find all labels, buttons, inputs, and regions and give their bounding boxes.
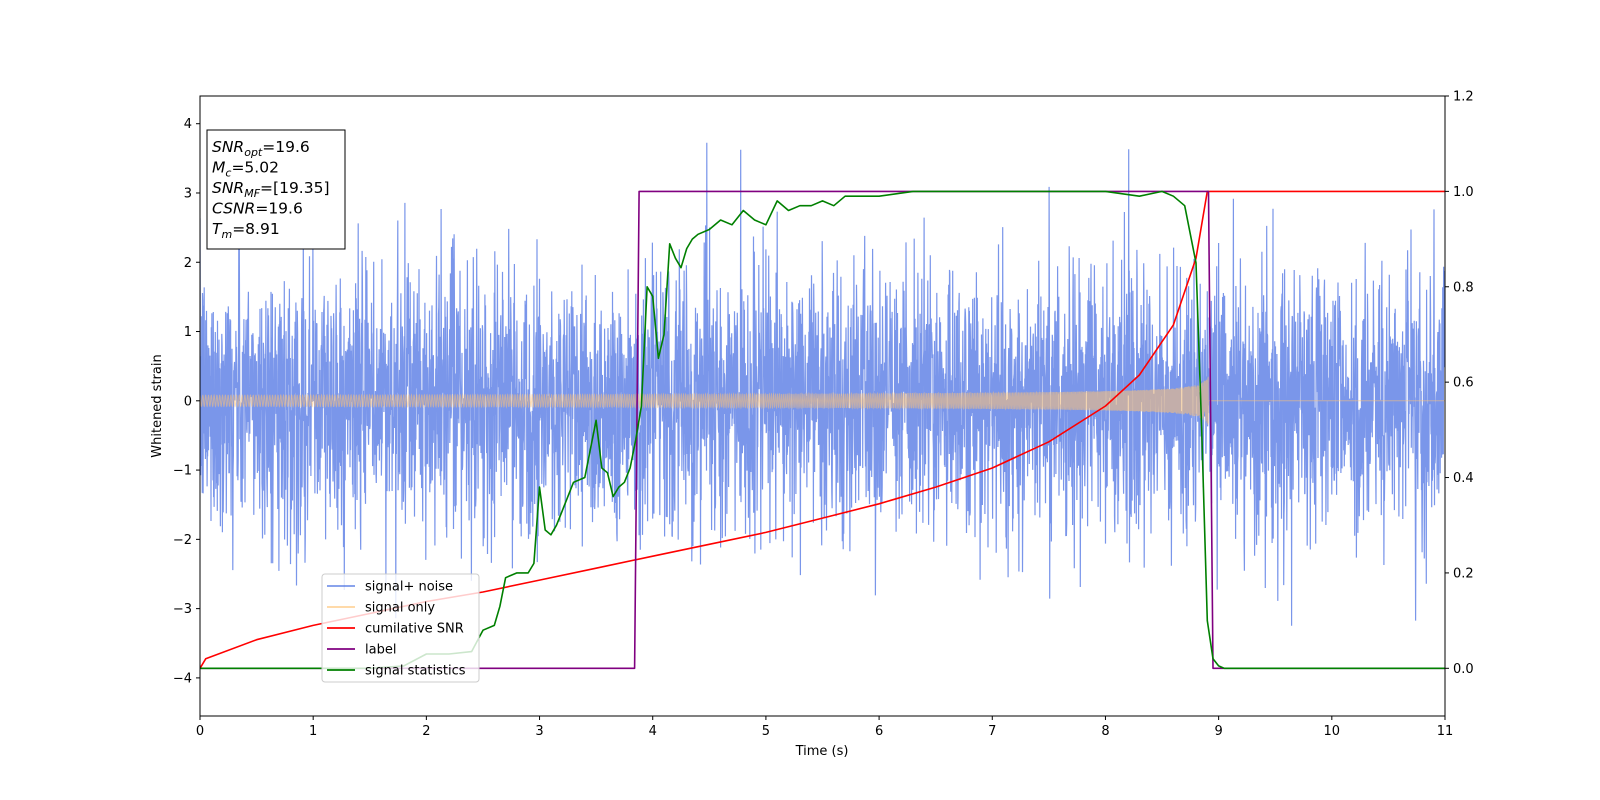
info-value: =19.6	[262, 138, 310, 156]
legend-label-signal-statistics: signal statistics	[365, 664, 466, 679]
legend-label-label: label	[365, 643, 396, 658]
info-symbol: SNR	[212, 179, 244, 197]
legend-label-signal-noise: signal+ noise	[365, 580, 453, 595]
y-axis-left: −4 −3 −2 −1 0 1 2 3 4	[173, 117, 200, 686]
x-tick-label: 8	[1101, 724, 1109, 739]
info-symbol: M	[212, 159, 225, 177]
info-value: =19.6	[255, 200, 303, 218]
x-tick-label: 2	[422, 724, 430, 739]
y-tick-label: −3	[173, 602, 192, 617]
x-tick-label: 9	[1214, 724, 1222, 739]
info-subscript: opt	[244, 146, 263, 159]
y2-tick-label: 0.2	[1453, 566, 1474, 581]
y-tick-label: 2	[184, 256, 192, 271]
info-symbol: SNR	[212, 138, 244, 156]
info-box-frame	[206, 129, 346, 250]
y-tick-label: −1	[173, 464, 192, 479]
x-tick-label: 1	[309, 724, 317, 739]
y2-tick-label: 0.4	[1453, 471, 1474, 486]
info-value: =[19.35]	[260, 179, 329, 197]
x-tick-label: 6	[875, 724, 883, 739]
y-axis-right: 0.0 0.2 0.4 0.6 0.8 1.0 1.2	[1445, 90, 1474, 677]
info-value: =8.91	[232, 220, 280, 238]
info-line: Mc=5.02	[212, 159, 279, 180]
y2-tick-label: 0.0	[1453, 662, 1474, 677]
legend-label-cumilative-snr: cumilative SNR	[365, 622, 464, 637]
x-tick-label: 5	[762, 724, 770, 739]
info-symbol: CSNR	[212, 200, 255, 218]
legend: signal+ noise signal only cumilative SNR la…	[321, 573, 480, 683]
plot-frame	[199, 95, 1446, 717]
info-subscript: c	[225, 167, 231, 180]
info-line: SNRopt=19.6	[212, 138, 310, 159]
y-tick-label: −4	[173, 671, 192, 686]
info-symbol: T	[212, 220, 223, 238]
y-tick-label: −2	[173, 533, 192, 548]
info-box: SNRopt=19.6Mc=5.02SNRMF=[19.35]CSNR=19.6…	[206, 129, 346, 250]
y-tick-label: 0	[184, 394, 192, 409]
y2-tick-label: 1.0	[1453, 185, 1474, 200]
y2-tick-label: 1.2	[1453, 90, 1474, 105]
info-value: =5.02	[231, 159, 279, 177]
x-tick-label: 4	[649, 724, 657, 739]
x-axis-label: Time (s)	[795, 744, 849, 759]
x-tick-label: 10	[1324, 724, 1341, 739]
y-tick-label: 4	[184, 117, 192, 132]
series-signal-statistics	[200, 190, 1445, 670]
info-line: SNRMF=[19.35]	[212, 179, 330, 200]
y-tick-label: 3	[184, 186, 192, 201]
series-signal-noise	[200, 142, 1445, 626]
y-axis-label: Whitened strain	[150, 354, 165, 457]
y2-tick-label: 0.8	[1453, 280, 1474, 295]
info-line: Tm=8.91	[212, 220, 280, 241]
legend-label-signal-only: signal only	[365, 601, 435, 616]
x-tick-label: 3	[535, 724, 543, 739]
y-tick-label: 1	[184, 325, 192, 340]
info-subscript: MF	[244, 187, 260, 200]
x-tick-label: 0	[196, 724, 204, 739]
info-subscript: m	[221, 228, 232, 241]
series-signal-only	[200, 376, 1445, 426]
x-tick-label: 7	[988, 724, 996, 739]
x-axis: 0 1 2 3 4 5 6 7 8 9 10 11	[196, 716, 1453, 739]
info-line: CSNR=19.6	[212, 200, 303, 218]
y2-tick-label: 0.6	[1453, 376, 1474, 391]
legend-frame	[321, 573, 480, 683]
x-tick-label: 11	[1437, 724, 1454, 739]
